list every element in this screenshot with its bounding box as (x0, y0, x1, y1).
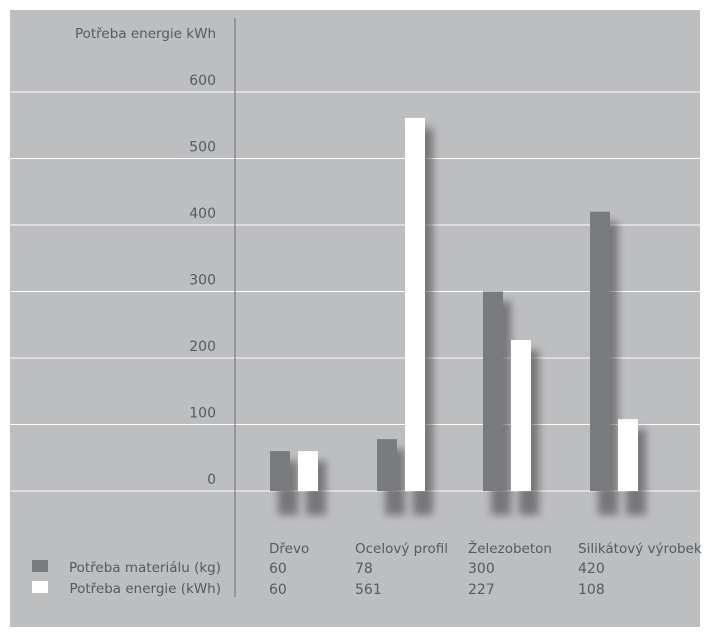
x-category-label: Ocelový profil (355, 541, 448, 557)
bar (483, 291, 503, 491)
y-tick-label: 200 (189, 339, 216, 355)
bar (405, 117, 425, 491)
bar (298, 451, 318, 491)
bar (618, 419, 638, 491)
legend-label: Potřeba materiálu (kg) (69, 560, 221, 576)
y-tick-label: 300 (189, 273, 216, 289)
bar (590, 211, 610, 491)
data-value-label: 108 (578, 582, 605, 598)
x-category-label: Silikátový výrobek (578, 541, 702, 557)
data-value-label: 300 (468, 561, 495, 577)
y-tick-label: 400 (189, 206, 216, 222)
legend-label: Potřeba energie (kWh) (69, 581, 221, 597)
data-value-label: 60 (269, 582, 287, 598)
bar (270, 451, 290, 491)
bar (377, 439, 397, 491)
bar (511, 340, 531, 491)
x-category-label: Dřevo (269, 541, 309, 557)
data-value-label: 78 (355, 561, 373, 577)
chart-panel (10, 10, 700, 627)
data-value-label: 60 (269, 561, 287, 577)
y-tick-label: 600 (189, 73, 216, 89)
data-value-label: 420 (578, 561, 605, 577)
y-tick-label: 100 (189, 406, 216, 422)
y-axis-label: Potřeba energie kWh (75, 26, 216, 42)
y-tick-label: 0 (207, 472, 216, 488)
legend-swatch (32, 581, 48, 593)
x-category-label: Železobeton (468, 539, 552, 557)
legend-swatch (32, 560, 48, 572)
data-value-label: 561 (355, 582, 382, 598)
y-tick-label: 500 (189, 140, 216, 156)
data-value-label: 227 (468, 582, 495, 598)
